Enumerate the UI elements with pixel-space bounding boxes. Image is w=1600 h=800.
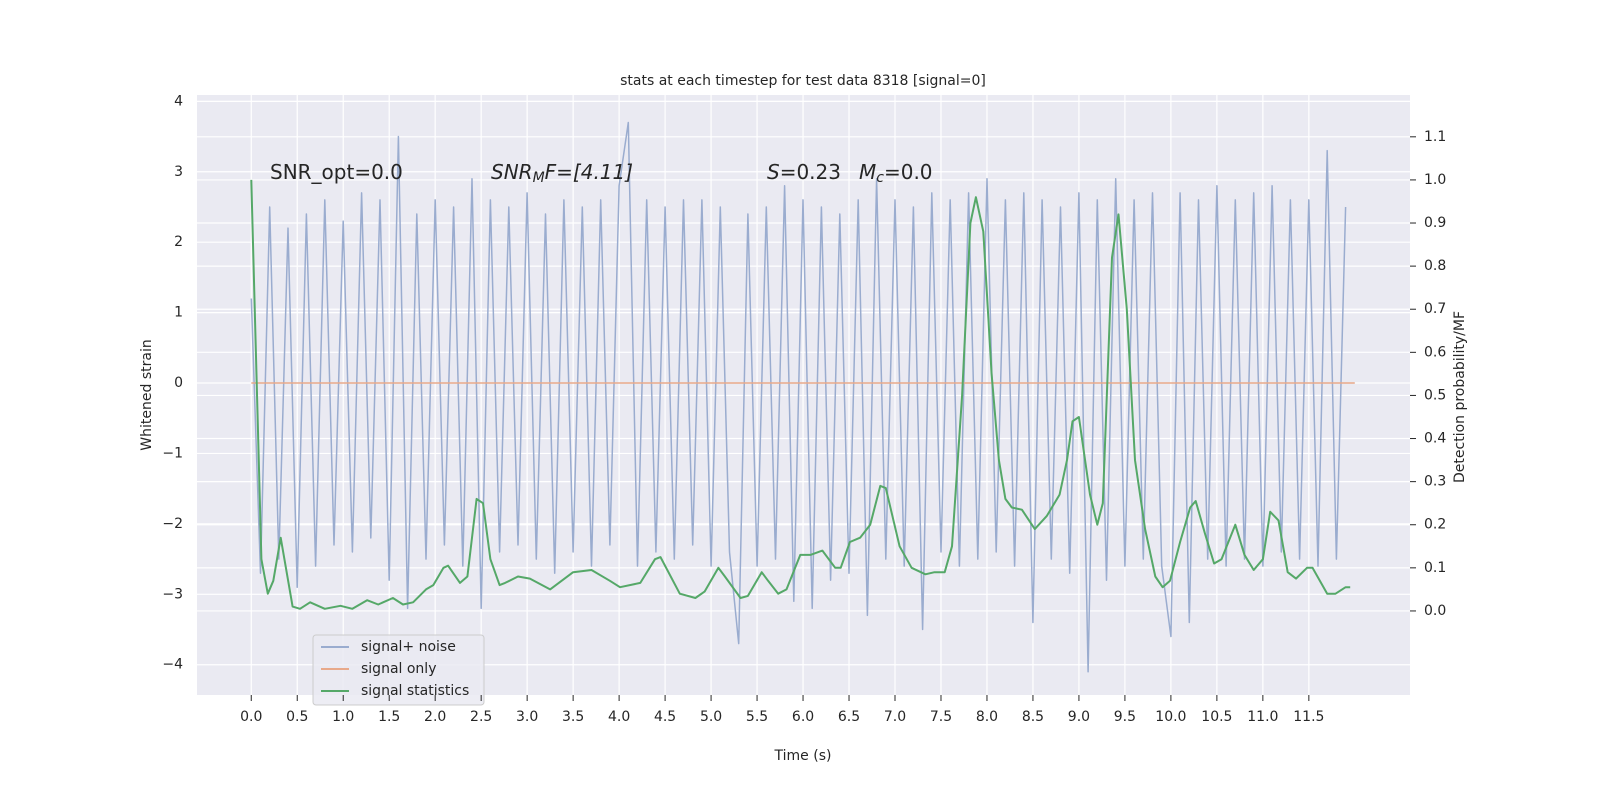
x-tick-label: 3.0: [516, 709, 538, 725]
y-tick-label: −1: [162, 445, 183, 461]
y2-tick-label: 1.1: [1424, 129, 1446, 145]
y2-axis-label: Detection probability/MF: [1452, 311, 1468, 483]
x-tick-label: 1.0: [332, 709, 354, 725]
x-axis-label: Time (s): [774, 748, 832, 764]
annotation-part: M: [533, 170, 545, 186]
x-tick-label: 7.5: [930, 709, 952, 725]
x-tick-label: 3.5: [562, 709, 584, 725]
legend-label: signal+ noise: [361, 639, 456, 655]
x-tick-label: 8.0: [976, 709, 998, 725]
y2-tick-label: 0.7: [1424, 301, 1446, 317]
legend-label: signal only: [361, 661, 436, 677]
y-tick-label: −2: [162, 516, 183, 532]
x-tick-label: 2.5: [470, 709, 492, 725]
y2-tick-label: 0.2: [1424, 517, 1446, 533]
series-line: [250, 121, 1347, 673]
y2-tick-label: 0.0: [1424, 603, 1446, 619]
annotation-part: M: [859, 160, 876, 184]
y-tick-label: 0: [174, 375, 183, 391]
x-tick-label: 1.5: [378, 709, 400, 725]
y-tick-label: −3: [162, 586, 183, 602]
y2-tick-label: 1.0: [1424, 172, 1446, 188]
x-tick-label: 7.0: [884, 709, 906, 725]
annotation-part: F=[4.11]: [545, 160, 633, 184]
x-tick-label: 10.5: [1201, 709, 1232, 725]
x-tick-label: 11.5: [1293, 709, 1324, 725]
y-axis-label: Whitened strain: [139, 339, 155, 450]
y2-tick-label: 0.4: [1424, 431, 1446, 447]
legend-label: signal statistics: [361, 683, 469, 699]
annotation-part: SNR: [491, 160, 533, 184]
y2-tick-label: 0.3: [1424, 474, 1446, 490]
annotation: Mc=0.0: [859, 160, 933, 187]
x-tick-label: 6.5: [838, 709, 860, 725]
legend: signal+ noise signal only signal statistic…: [312, 634, 485, 706]
x-tick-label: 9.5: [1114, 709, 1136, 725]
annotation-part: SNR_opt=0.0: [270, 160, 403, 184]
annotation-part: =0.0: [884, 160, 933, 184]
y2-tick-label: 0.1: [1424, 560, 1446, 576]
x-tick-label: 9.0: [1068, 709, 1090, 725]
x-tick-label: 6.0: [792, 709, 814, 725]
chart-title: stats at each timestep for test data 831…: [620, 73, 986, 89]
y2-tick-label: 0.6: [1424, 344, 1446, 360]
x-tick-label: 5.5: [746, 709, 768, 725]
x-tick-label: 0.5: [286, 709, 308, 725]
legend-box: [312, 634, 485, 706]
annotation-part: c: [876, 170, 884, 186]
lines: [250, 121, 1355, 673]
x-tick-label: 5.0: [700, 709, 722, 725]
y2-tick-label: 0.8: [1424, 258, 1446, 274]
annotation-part: =0.23: [780, 160, 841, 184]
annotation-part: S: [767, 160, 780, 184]
x-tick-label: 10.0: [1155, 709, 1186, 725]
y-tick-label: 2: [174, 234, 183, 250]
y-tick-label: 3: [174, 164, 183, 180]
y-tick-label: −4: [162, 657, 183, 673]
x-tick-label: 4.0: [608, 709, 630, 725]
y2-tick-label: 0.5: [1424, 387, 1446, 403]
x-tick-label: 11.0: [1247, 709, 1278, 725]
annotation: SNRMF=[4.11]: [491, 160, 633, 187]
series-line: [250, 179, 1351, 610]
y2-tick-label: 0.9: [1424, 215, 1446, 231]
y-tick-label: 1: [174, 305, 183, 321]
y-tick-label: 4: [174, 93, 183, 109]
x-tick-label: 0.0: [240, 709, 262, 725]
x-tick-label: 2.0: [424, 709, 446, 725]
annotation: SNR_opt=0.0: [270, 160, 403, 184]
annotation: S=0.23: [767, 160, 841, 184]
x-tick-label: 4.5: [654, 709, 676, 725]
x-tick-label: 8.5: [1022, 709, 1044, 725]
